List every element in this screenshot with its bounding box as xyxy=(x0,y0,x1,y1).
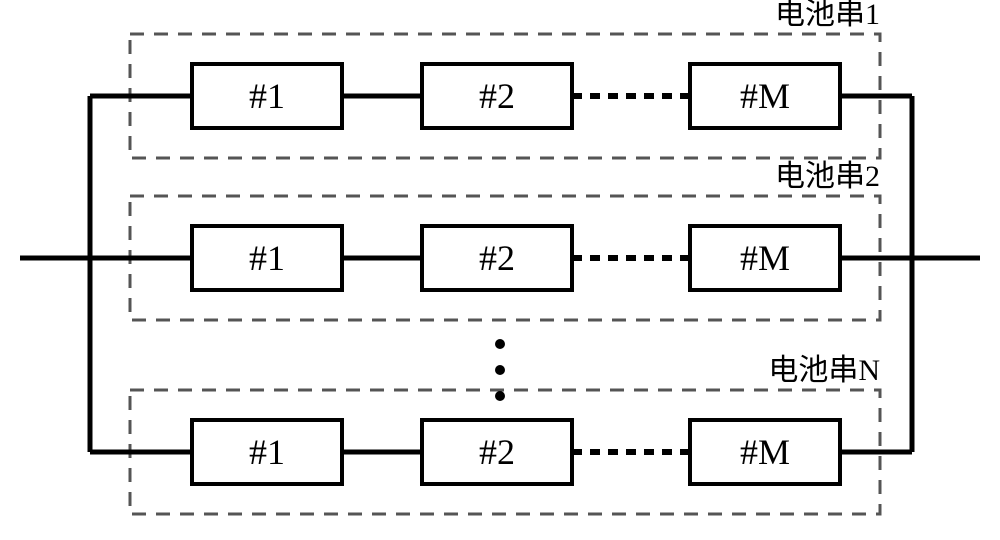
string-label: 电池串2 xyxy=(775,160,880,193)
vertical-ellipsis-dot xyxy=(495,391,505,401)
battery-cell-label: #2 xyxy=(479,432,515,472)
battery-cell-label: #1 xyxy=(249,432,285,472)
battery-cell-label: #M xyxy=(740,432,790,472)
battery-cell-label: #2 xyxy=(479,238,515,278)
battery-cell-label: #1 xyxy=(249,76,285,116)
string-label: 电池串1 xyxy=(775,0,880,31)
battery-cell-label: #1 xyxy=(249,238,285,278)
battery-cell-label: #M xyxy=(740,238,790,278)
battery-string-diagram: 电池串1 #1 #2 #M 电池串2 #1 #2 #M 电池串N #1 #2 #M xyxy=(0,0,1000,540)
vertical-ellipsis-dot xyxy=(495,339,505,349)
battery-cell-label: #M xyxy=(740,76,790,116)
battery-cell-label: #2 xyxy=(479,76,515,116)
vertical-ellipsis-dot xyxy=(495,365,505,375)
string-label: 电池串N xyxy=(768,354,880,387)
